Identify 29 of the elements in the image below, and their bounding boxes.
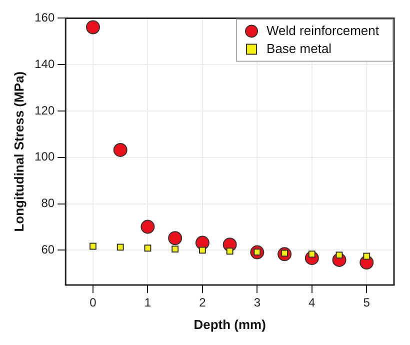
point bbox=[226, 248, 234, 255]
point bbox=[172, 246, 179, 253]
x-tick-label: 2 bbox=[199, 296, 206, 310]
point bbox=[86, 20, 100, 34]
y-tick-label: 100 bbox=[34, 150, 55, 164]
point bbox=[140, 220, 155, 234]
y-tick-label: 120 bbox=[34, 103, 55, 118]
x-axis-title: Depth (mm) bbox=[194, 316, 266, 332]
y-tick-label: 60 bbox=[41, 242, 55, 257]
point bbox=[308, 250, 316, 258]
point bbox=[363, 252, 370, 260]
point bbox=[336, 252, 343, 259]
point bbox=[144, 244, 152, 252]
point bbox=[116, 244, 124, 251]
point bbox=[113, 142, 128, 157]
point bbox=[198, 246, 206, 254]
y-axis-title: Longitudinal Stress (MPa) bbox=[11, 71, 26, 232]
point bbox=[168, 231, 182, 246]
x-tick-label: 0 bbox=[90, 296, 97, 310]
point bbox=[90, 242, 96, 250]
y-tick-label: 80 bbox=[41, 196, 55, 210]
legend-label: Base metal bbox=[266, 40, 332, 56]
x-tick-label: 5 bbox=[363, 296, 370, 310]
x-tick-label: 1 bbox=[144, 296, 152, 310]
y-tick-label: 160 bbox=[34, 10, 55, 25]
legend-label: Weld reinforcement bbox=[266, 22, 380, 38]
y-tick-label: 140 bbox=[34, 56, 55, 71]
x-tick-label: 3 bbox=[254, 296, 261, 310]
x-tick-label: 4 bbox=[308, 296, 316, 310]
